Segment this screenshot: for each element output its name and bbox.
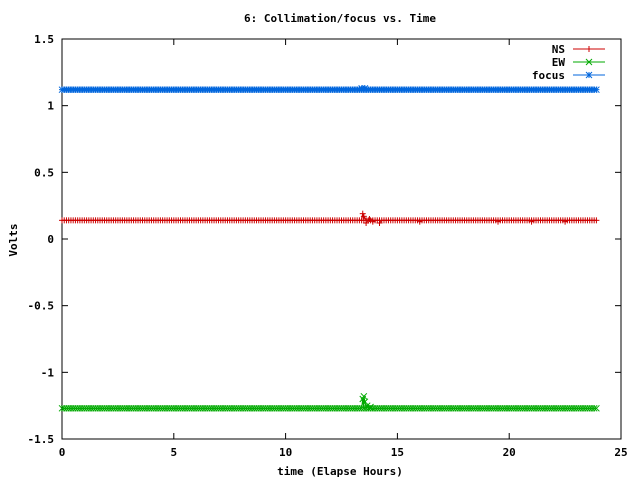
legend-label: NS xyxy=(552,43,565,56)
legend-label: focus xyxy=(532,69,565,82)
x-tick-label: 10 xyxy=(279,446,292,459)
series-layer xyxy=(58,84,600,412)
x-tick-label: 20 xyxy=(503,446,516,459)
legend-item-focus: focus xyxy=(532,69,605,82)
x-tick-label: 15 xyxy=(391,446,404,459)
data-point xyxy=(360,392,368,400)
y-tick-label: -0.5 xyxy=(28,300,55,313)
series-ew xyxy=(58,392,600,412)
axis-ticks: -1.5 -1 -0.5 0 0.5 1 1.5 0 5 10 15 20 25 xyxy=(28,33,628,459)
data-point xyxy=(361,398,369,406)
data-point xyxy=(593,404,600,412)
series-ns xyxy=(59,210,600,226)
y-tick-label: 1.5 xyxy=(34,33,54,46)
x-tick-label: 0 xyxy=(59,446,66,459)
y-axis-label: Volts xyxy=(7,223,20,256)
y-tick-label: -1.5 xyxy=(28,433,55,446)
y-tick-label: 1 xyxy=(47,100,54,113)
chart-title: 6: Collimation/focus vs. Time xyxy=(244,12,436,25)
legend-marker xyxy=(585,71,593,79)
y-tick-label: 0.5 xyxy=(34,166,54,179)
data-point xyxy=(360,213,367,220)
legend-marker xyxy=(585,58,593,66)
x-tick-label: 5 xyxy=(170,446,177,459)
data-point xyxy=(593,86,600,94)
y-tick-label: 0 xyxy=(47,233,54,246)
legend-label: EW xyxy=(552,56,566,69)
legend-item-ns: NS xyxy=(552,43,605,56)
series-focus xyxy=(58,84,600,94)
plot-area-frame xyxy=(61,38,622,440)
data-point xyxy=(590,404,598,412)
x-axis-label: time (Elapse Hours) xyxy=(277,465,403,478)
data-point xyxy=(359,210,366,217)
data-point xyxy=(366,216,373,222)
y-tick-label: -1 xyxy=(41,366,55,379)
data-point xyxy=(593,217,600,224)
x-tick-label: 25 xyxy=(614,446,627,459)
legend-item-ew: EW xyxy=(552,56,605,69)
legend-marker xyxy=(586,46,592,52)
